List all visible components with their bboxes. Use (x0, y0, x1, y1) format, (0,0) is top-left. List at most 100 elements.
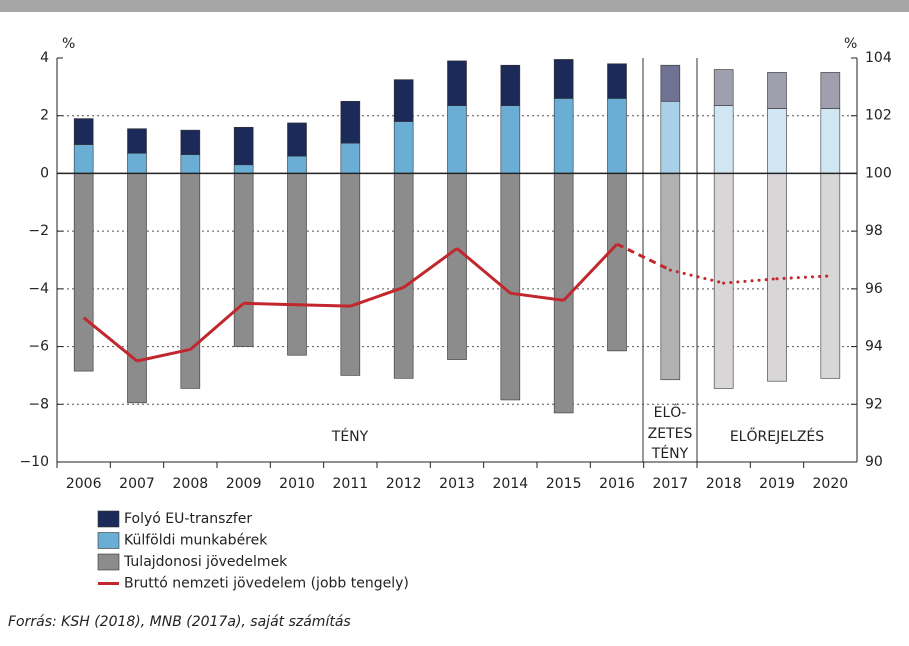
y-tick-label: 2 (40, 108, 49, 124)
line-segment (296, 303, 351, 308)
line-segment (510, 291, 564, 302)
bar (713, 105, 734, 174)
y2-unit: % (844, 36, 857, 52)
bar (233, 173, 254, 347)
legend-label: Tulajdonosi jövedelmek (123, 554, 288, 570)
bar (393, 121, 414, 174)
x-tick-label: 2007 (119, 476, 155, 492)
bar (127, 173, 147, 404)
y2-tick-label: 92 (865, 396, 883, 412)
x-tick-label: 2016 (599, 476, 635, 492)
bar (287, 122, 307, 157)
x-tick-label: 2008 (173, 476, 209, 492)
line-segment (243, 301, 298, 307)
x-tick-label: 2012 (386, 476, 422, 492)
line-segment (562, 243, 619, 302)
bar (233, 126, 254, 166)
annotation: TÉNY (651, 445, 689, 462)
bar (73, 118, 94, 145)
bar (127, 152, 147, 174)
annotation: TÉNY (331, 428, 369, 445)
y-tick-label: −2 (28, 223, 49, 239)
annotation: ELŐREJELZÉS (730, 427, 824, 445)
bar (607, 173, 627, 352)
bar (447, 105, 467, 174)
y-tick-label: −10 (19, 454, 49, 470)
bar (180, 154, 201, 174)
y-tick-label: 4 (40, 50, 49, 66)
bar (127, 128, 147, 154)
bar (447, 173, 467, 360)
y2-tick-label: 90 (865, 454, 883, 470)
x-tick-label: 2010 (279, 476, 315, 492)
line-segment (616, 242, 671, 272)
y-unit: % (62, 36, 75, 52)
x-tick-label: 2013 (439, 476, 475, 492)
bar (553, 98, 574, 174)
x-tick-label: 2017 (653, 476, 689, 492)
y2-tick-label: 104 (865, 50, 892, 66)
y2-tick-label: 96 (865, 281, 883, 297)
y2-tick-label: 100 (865, 165, 892, 181)
bar (767, 72, 787, 109)
bar (447, 60, 467, 106)
x-tick-label: 2006 (66, 476, 102, 492)
bar (660, 173, 681, 381)
bar (767, 108, 787, 174)
annotation: ELŐ- (654, 403, 687, 421)
line-segment (668, 268, 726, 285)
bar (73, 173, 94, 372)
y2-tick-label: 98 (865, 223, 883, 239)
top-band (0, 0, 909, 12)
legend-swatch (97, 510, 120, 528)
x-tick-label: 2011 (333, 476, 369, 492)
bar (180, 129, 201, 155)
bar (73, 144, 94, 174)
line-segment (349, 285, 405, 308)
line-segment (456, 247, 512, 295)
legend-label: Folyó EU-transzfer (124, 511, 252, 527)
line-segment (402, 247, 458, 289)
bar (820, 108, 841, 174)
y-tick-label: 0 (40, 165, 49, 181)
legend-swatch (97, 553, 120, 571)
x-tick-label: 2020 (813, 476, 849, 492)
y-tick-label: −8 (28, 396, 49, 412)
legend-label: Bruttó nemzeti jövedelem (jobb tengely) (124, 576, 409, 592)
y-tick-label: −4 (28, 281, 49, 297)
legend-label: Külföldi munkabérek (124, 533, 268, 549)
x-tick-label: 2015 (546, 476, 582, 492)
bar (340, 100, 361, 144)
bar (713, 173, 734, 389)
bar (393, 79, 414, 122)
x-tick-label: 2009 (226, 476, 262, 492)
bar (500, 64, 521, 106)
x-tick-label: 2019 (759, 476, 795, 492)
y2-tick-label: 94 (865, 339, 883, 355)
bar (287, 155, 307, 174)
bar (660, 100, 681, 174)
bar (393, 173, 414, 379)
bar (820, 72, 841, 109)
y2-tick-label: 102 (865, 108, 892, 124)
source: Forrás: KSH (2018), MNB (2017a), saját s… (8, 614, 351, 630)
y-tick-label: −6 (28, 339, 49, 355)
annotation: ZETES (648, 426, 693, 442)
bar (607, 63, 627, 99)
bar (340, 173, 361, 376)
x-tick-label: 2014 (493, 476, 529, 492)
bar (287, 173, 307, 356)
line-segment (189, 302, 245, 351)
x-tick-label: 2018 (706, 476, 742, 492)
bar (340, 142, 361, 174)
bar (553, 59, 574, 99)
legend-swatch (97, 532, 120, 549)
bar (180, 173, 201, 389)
bar (607, 98, 627, 174)
line-segment (82, 316, 138, 363)
bar (233, 164, 254, 174)
bar (713, 69, 734, 106)
line-segment (136, 347, 191, 363)
bar (500, 105, 521, 174)
